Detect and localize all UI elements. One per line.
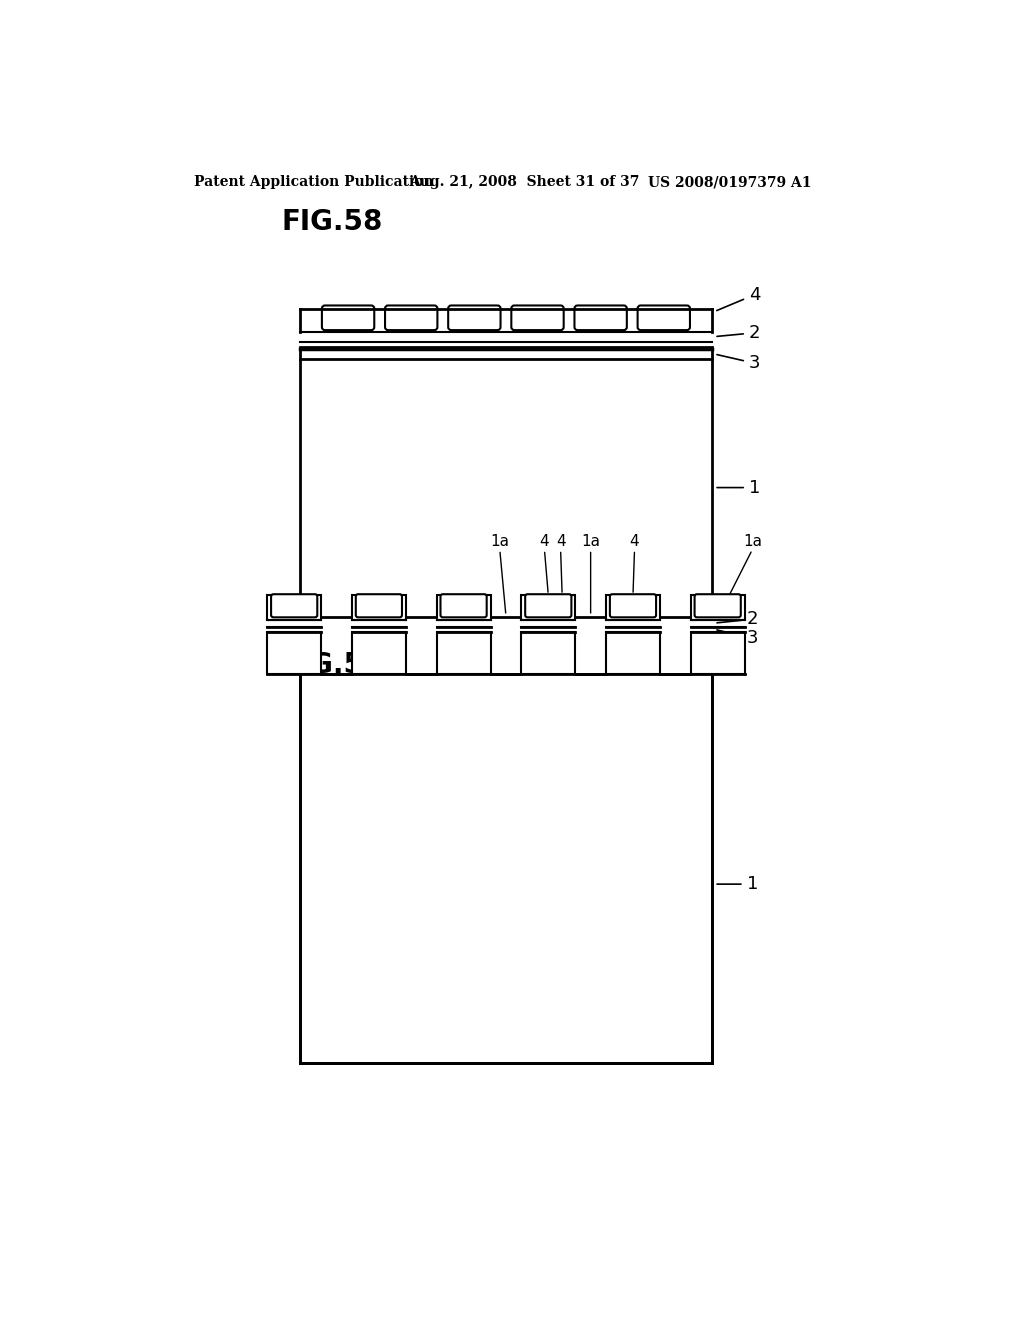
FancyBboxPatch shape <box>638 305 690 330</box>
Bar <box>436 595 490 619</box>
Bar <box>521 595 575 619</box>
Text: 3: 3 <box>717 630 758 648</box>
Text: 4: 4 <box>556 533 565 549</box>
FancyBboxPatch shape <box>511 305 563 330</box>
FancyBboxPatch shape <box>355 594 402 618</box>
FancyBboxPatch shape <box>322 305 374 330</box>
Text: 1a: 1a <box>582 533 600 549</box>
FancyBboxPatch shape <box>525 594 571 618</box>
Text: 4: 4 <box>717 285 761 310</box>
Text: 1a: 1a <box>742 533 762 549</box>
Text: 1: 1 <box>717 875 758 894</box>
FancyBboxPatch shape <box>574 305 627 330</box>
Bar <box>436 632 490 675</box>
Text: FIG.59: FIG.59 <box>282 651 383 680</box>
Bar <box>606 595 659 619</box>
Text: Patent Application Publication: Patent Application Publication <box>194 176 433 189</box>
Bar <box>352 595 406 619</box>
Bar <box>352 632 406 675</box>
Text: 1: 1 <box>717 479 760 496</box>
Text: 4: 4 <box>630 533 639 549</box>
FancyBboxPatch shape <box>449 305 501 330</box>
Bar <box>691 595 744 619</box>
Bar <box>267 632 322 675</box>
Text: 1a: 1a <box>490 533 509 549</box>
FancyBboxPatch shape <box>440 594 486 618</box>
Bar <box>300 347 712 616</box>
Bar <box>300 675 712 1063</box>
FancyBboxPatch shape <box>385 305 437 330</box>
FancyBboxPatch shape <box>694 594 740 618</box>
FancyBboxPatch shape <box>271 594 317 618</box>
Text: Aug. 21, 2008  Sheet 31 of 37: Aug. 21, 2008 Sheet 31 of 37 <box>410 176 640 189</box>
Text: 2: 2 <box>717 610 758 628</box>
Bar <box>300 309 712 331</box>
Bar <box>691 632 744 675</box>
Text: FIG.58: FIG.58 <box>282 209 383 236</box>
Bar <box>606 632 659 675</box>
Bar <box>267 595 322 619</box>
Bar <box>521 632 575 675</box>
Text: 3: 3 <box>717 354 761 372</box>
Text: 2: 2 <box>717 323 761 342</box>
Text: 4: 4 <box>540 533 549 549</box>
FancyBboxPatch shape <box>610 594 656 618</box>
Text: US 2008/0197379 A1: US 2008/0197379 A1 <box>648 176 811 189</box>
